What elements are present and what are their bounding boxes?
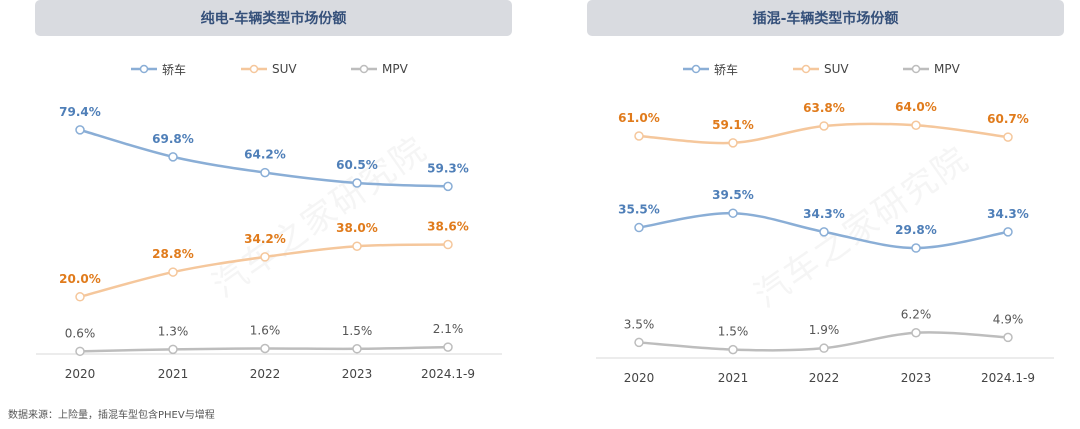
data-point-mpv bbox=[75, 346, 85, 357]
chart-panel-bev: 纯电-车辆类型市场份额 轿车 SUV MPV 汽车之家研究院 2020 2021 2… bbox=[32, 0, 512, 400]
data-label-mpv: 1.6% bbox=[250, 324, 281, 338]
x-tick-label: 2022 bbox=[250, 367, 281, 381]
data-label-suv: 64.0% bbox=[895, 100, 937, 114]
data-label-sedan: 64.2% bbox=[244, 148, 286, 162]
x-tick-label: 2023 bbox=[901, 371, 932, 385]
data-point-mpv bbox=[352, 344, 362, 354]
data-label-sedan: 69.8% bbox=[152, 132, 194, 146]
data-label-mpv: 1.5% bbox=[342, 324, 373, 338]
legend-label: 轿车 bbox=[162, 62, 187, 77]
data-label-suv: 60.7% bbox=[987, 112, 1029, 126]
data-label-suv: 63.8% bbox=[803, 101, 845, 115]
chart-title: 纯电-车辆类型市场份额 bbox=[35, 0, 512, 36]
x-tick-label: 2023 bbox=[342, 367, 373, 381]
data-label-sedan: 35.5% bbox=[618, 203, 660, 217]
data-label-sedan: 29.8% bbox=[895, 223, 937, 237]
data-point-mpv bbox=[728, 344, 738, 355]
data-point-suv bbox=[1003, 132, 1013, 142]
legend: 轿车 SUV MPV bbox=[584, 60, 1064, 78]
legend-label: MPV bbox=[934, 62, 960, 76]
data-label-sedan: 34.3% bbox=[987, 207, 1029, 221]
x-tick-label: 2024.1-9 bbox=[981, 371, 1035, 385]
data-label-suv: 20.0% bbox=[59, 272, 101, 286]
data-label-mpv: 1.5% bbox=[718, 325, 749, 339]
data-label-suv: 28.8% bbox=[152, 247, 194, 261]
x-tick-label: 2021 bbox=[718, 371, 749, 385]
line-chart-phev: 2020 2021 2022 2023 2024.1-9 35.5% 39.5% 34.3% 2… bbox=[596, 100, 1054, 385]
legend-item-mpv: MPV bbox=[350, 60, 408, 78]
data-point-mpv bbox=[168, 344, 178, 355]
x-tick-label: 2020 bbox=[624, 371, 655, 385]
legend-label: SUV bbox=[824, 62, 849, 76]
data-point-sedan bbox=[443, 181, 453, 192]
data-point-mpv bbox=[911, 327, 921, 338]
data-point-sedan bbox=[819, 227, 829, 237]
legend-label: 轿车 bbox=[714, 62, 739, 77]
data-label-suv: 61.0% bbox=[618, 111, 660, 125]
data-point-suv bbox=[168, 267, 178, 277]
data-point-suv bbox=[443, 239, 453, 250]
data-point-suv bbox=[260, 252, 270, 262]
chart-title: 插混-车辆类型市场份额 bbox=[587, 0, 1064, 36]
data-label-suv: 38.0% bbox=[336, 221, 378, 235]
data-point-mpv bbox=[443, 342, 453, 352]
line-chart-bev: 2020 2021 2022 2023 2024.1-9 79.4% 69.8% 64.2% 6… bbox=[36, 105, 502, 381]
chart-panel-phev: 插混-车辆类型市场份额 轿车 SUV MPV 汽车之家研究院 2020 2021 2… bbox=[584, 0, 1064, 400]
data-point-suv bbox=[352, 241, 362, 251]
data-label-sedan: 79.4% bbox=[59, 105, 101, 119]
data-label-suv: 59.1% bbox=[712, 118, 754, 132]
legend-item-suv: SUV bbox=[240, 60, 297, 78]
data-point-suv bbox=[75, 292, 85, 302]
data-point-sedan bbox=[260, 167, 270, 178]
data-label-sedan: 34.3% bbox=[803, 207, 845, 221]
legend-item-mpv: MPV bbox=[902, 60, 960, 78]
data-label-mpv: 2.1% bbox=[433, 322, 464, 336]
data-label-mpv: 1.9% bbox=[809, 323, 840, 337]
data-label-suv: 38.6% bbox=[427, 220, 469, 234]
data-label-sedan: 60.5% bbox=[336, 158, 378, 172]
data-point-sedan bbox=[634, 222, 644, 233]
data-label-sedan: 39.5% bbox=[712, 188, 754, 202]
data-point-mpv bbox=[1003, 332, 1013, 343]
data-point-suv bbox=[911, 120, 921, 130]
data-point-suv bbox=[728, 138, 738, 148]
legend-item-suv: SUV bbox=[792, 60, 849, 78]
legend-item-sedan: 轿车 bbox=[130, 60, 186, 78]
data-point-suv bbox=[634, 131, 644, 141]
data-point-mpv bbox=[260, 343, 270, 354]
data-point-sedan bbox=[352, 178, 362, 188]
data-label-mpv: 1.3% bbox=[158, 324, 189, 338]
data-point-sedan bbox=[911, 243, 921, 253]
data-label-mpv: 3.5% bbox=[624, 317, 655, 331]
data-point-sedan bbox=[728, 208, 738, 218]
data-label-mpv: 4.9% bbox=[993, 312, 1024, 326]
source-note: 数据来源：上险量，插混车型包含PHEV与增程 bbox=[8, 410, 215, 421]
data-point-sedan bbox=[1003, 227, 1013, 237]
data-point-sedan bbox=[168, 152, 178, 162]
data-point-sedan bbox=[75, 125, 85, 135]
data-point-mpv bbox=[634, 337, 644, 348]
data-point-suv bbox=[819, 121, 829, 131]
data-label-mpv: 6.2% bbox=[901, 308, 932, 322]
legend: 轿车 SUV MPV bbox=[32, 60, 512, 78]
x-tick-label: 2022 bbox=[809, 371, 840, 385]
x-tick-label: 2020 bbox=[65, 367, 96, 381]
data-label-mpv: 0.6% bbox=[65, 326, 96, 340]
legend-item-sedan: 轿车 bbox=[682, 60, 738, 78]
data-label-suv: 34.2% bbox=[244, 232, 286, 246]
x-tick-label: 2024.1-9 bbox=[421, 367, 475, 381]
data-label-sedan: 59.3% bbox=[427, 161, 469, 175]
x-tick-label: 2021 bbox=[158, 367, 189, 381]
data-point-mpv bbox=[819, 343, 829, 353]
legend-label: MPV bbox=[382, 62, 408, 76]
legend-label: SUV bbox=[272, 62, 297, 76]
